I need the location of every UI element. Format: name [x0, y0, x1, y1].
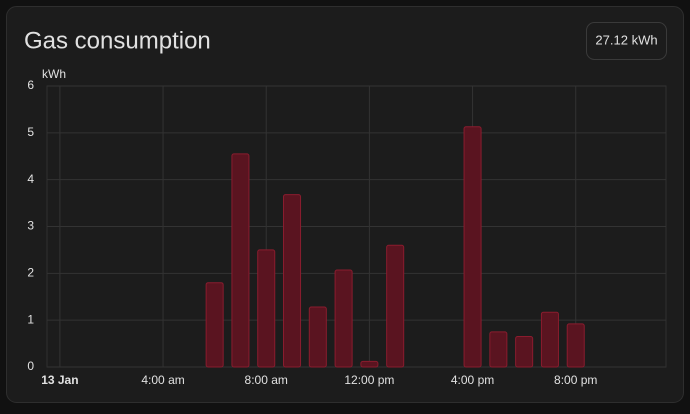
bar	[231, 153, 250, 368]
card	[6, 6, 684, 403]
x-tick-label: 8:00 pm	[554, 373, 597, 387]
bar	[566, 323, 585, 368]
total-badge	[586, 22, 667, 60]
y-tick-label: 5	[27, 125, 34, 139]
bar	[334, 269, 353, 368]
bar	[308, 306, 327, 368]
bar	[283, 194, 302, 368]
bar	[257, 249, 276, 368]
x-tick-label: 13 Jan	[41, 373, 78, 387]
total-value: 27.12 kWh	[595, 32, 657, 47]
x-tick-label: 4:00 am	[141, 373, 184, 387]
x-tick-label: 4:00 pm	[451, 373, 494, 387]
y-unit: kWh	[42, 67, 66, 81]
y-tick-label: 2	[27, 266, 34, 280]
bar	[515, 336, 534, 368]
bar	[386, 244, 405, 368]
bar	[540, 311, 559, 368]
bar	[205, 282, 224, 368]
bar	[463, 126, 482, 368]
y-tick-label: 6	[27, 78, 34, 92]
x-tick-label: 8:00 am	[245, 373, 288, 387]
card-title: Gas consumption	[24, 27, 211, 54]
y-tick-label: 3	[27, 219, 34, 233]
bar	[489, 331, 508, 368]
y-tick-label: 0	[27, 359, 34, 373]
y-tick-label: 1	[27, 312, 34, 326]
bar	[360, 360, 379, 368]
y-tick-label: 4	[27, 172, 34, 186]
x-tick-label: 12:00 pm	[344, 373, 394, 387]
